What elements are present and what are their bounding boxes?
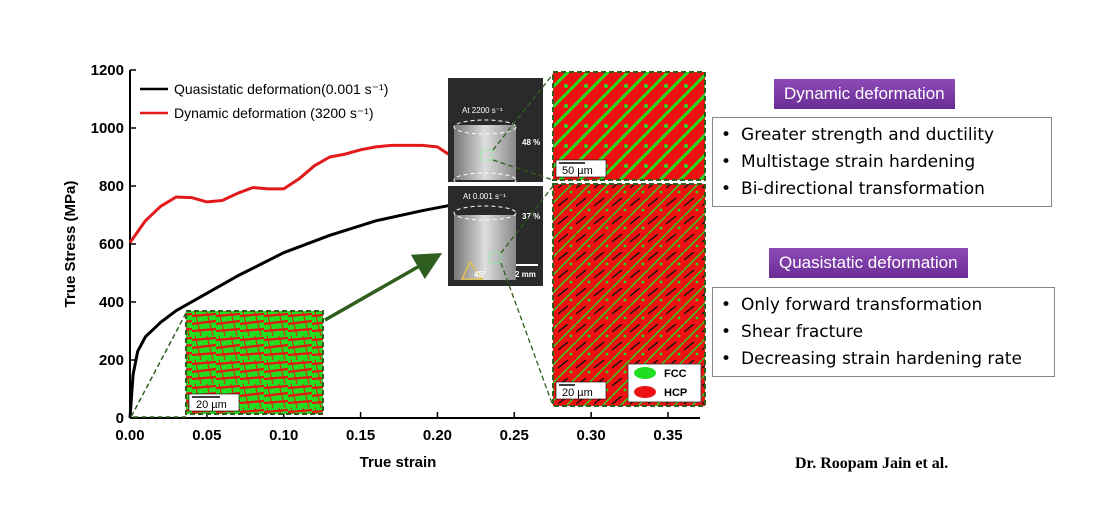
y-tick-label: 800 [99,178,124,195]
x-tick-label: 0.15 [346,427,375,444]
legend-quasi-label: Quasistatic deformation(0.001 s⁻¹) [174,81,388,97]
phase-legend-hcp-swatch [634,386,656,398]
quasistatic-item: Only forward transformation [721,292,1046,319]
x-axis-title: True strain [360,454,437,471]
photo-dynamic-label: At 2200 s⁻¹ [462,106,503,115]
micro-quasi-scale-label: 20 µm [196,399,227,411]
shear-angle-marker [460,260,484,280]
phase-legend-fcc-label: FCC [664,368,687,380]
legend-dynamic-label: Dynamic deformation (3200 s⁻¹) [174,105,374,121]
phase-legend-hcp-label: HCP [664,387,687,399]
specimen-dynamic-outline-bottom [453,172,517,188]
phase-legend-fcc-swatch [634,367,656,379]
y-tick-label: 0 [116,410,124,427]
dynamic-item: Multistage strain hardening [721,149,1043,176]
legend: Quasistatic deformation(0.001 s⁻¹) Dynam… [140,81,388,121]
x-tick-label: 0.30 [577,427,606,444]
y-tick-label: 400 [99,294,124,311]
zoom-line-dyn-top-1 [492,73,554,151]
photo-quasi-percent: 37 % [522,212,540,221]
dynamic-item: Bi-directional transformation [721,176,1043,203]
quasistatic-series-line [128,203,454,419]
photo-quasi-scale-label: 2 mm [515,270,536,279]
zoom-line-dyn-bot-1 [500,185,554,254]
x-ticks: 0.00 0.05 0.10 0.15 0.20 0.25 0.30 0.35 [115,412,683,444]
quasistatic-item: Shear fracture [721,319,1046,346]
photo-dynamic: At 2200 s⁻¹ 48 % [448,78,543,188]
zoom-line-dyn-bot-2 [500,262,554,407]
dynamic-panel: Greater strength and ductility Multistag… [712,117,1052,207]
photo-dynamic-percent: 48 % [522,138,540,147]
photo-quasi-label: At 0.001 s⁻¹ [463,192,506,201]
x-tick-label: 0.25 [500,427,529,444]
x-tick-label: 0.10 [269,427,298,444]
y-tick-label: 1200 [91,62,124,79]
y-tick-label: 200 [99,352,124,369]
quasistatic-panel-title: Quasistatic deformation [769,248,968,278]
x-tick-label: 0.00 [115,427,144,444]
micro-dyn-bottom-scale-label: 20 µm [562,387,593,399]
dynamic-series-line [128,143,454,244]
y-axis-title: True Stress (MPa) [62,181,79,308]
micro-quasi-scale-box [188,393,240,412]
photo-dynamic-roi [480,149,494,161]
arrow-to-photo [324,253,443,322]
specimen-dynamic-outline-top [453,119,517,135]
series-layer [128,143,454,419]
y-tick-label: 1000 [91,120,124,137]
micro-dyn-top-scale-box [555,159,607,178]
zoom-line-dyn-top-2 [492,159,554,181]
micro-inset-dynamic-top: 50 µm [492,71,706,181]
author-credit: Dr. Roopam Jain et al. [795,455,949,472]
quasistatic-panel: Only forward transformation Shear fractu… [712,287,1055,377]
specimen-dynamic [454,125,516,180]
quasistatic-item: Decreasing strain hardening rate [721,346,1046,373]
x-tick-label: 0.05 [192,427,221,444]
y-ticks: 0 200 400 600 800 1000 1200 [91,62,136,427]
photo-quasi: At 0.001 s⁻¹ 37 % 45° 2 mm [448,186,543,286]
micro-inset-quasi: 20 µm [129,253,443,418]
x-tick-label: 0.35 [653,427,682,444]
dynamic-panel-title: Dynamic deformation [774,79,955,109]
micro-dyn-bottom-scale-box [555,381,607,400]
micro-dyn-top-scale-label: 50 µm [562,165,593,177]
micro-inset-dynamic-bottom: 20 µm FCC HCP [500,183,706,407]
x-tick-label: 0.20 [423,427,452,444]
photo-quasi-roi [488,252,502,264]
zoom-line-quasi [129,312,187,418]
dynamic-item: Greater strength and ductility [721,122,1043,149]
specimen-quasi-outline [453,205,517,221]
photo-quasi-angle: 45° [474,270,486,279]
y-tick-label: 600 [99,236,124,253]
specimen-quasi [454,215,516,280]
